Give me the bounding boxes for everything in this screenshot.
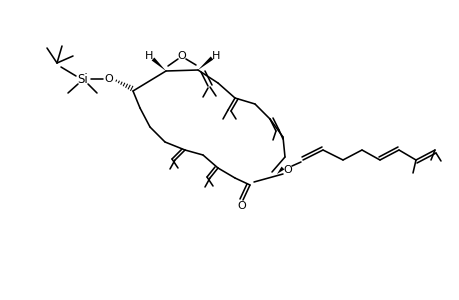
Polygon shape [151, 58, 166, 71]
Text: H: H [145, 51, 153, 61]
Text: O: O [104, 74, 113, 84]
Text: Si: Si [78, 73, 88, 85]
Text: O: O [177, 51, 186, 61]
Text: O: O [237, 201, 246, 211]
Text: H: H [211, 51, 220, 61]
Text: O: O [283, 165, 292, 175]
Polygon shape [197, 56, 213, 70]
Polygon shape [276, 167, 284, 174]
